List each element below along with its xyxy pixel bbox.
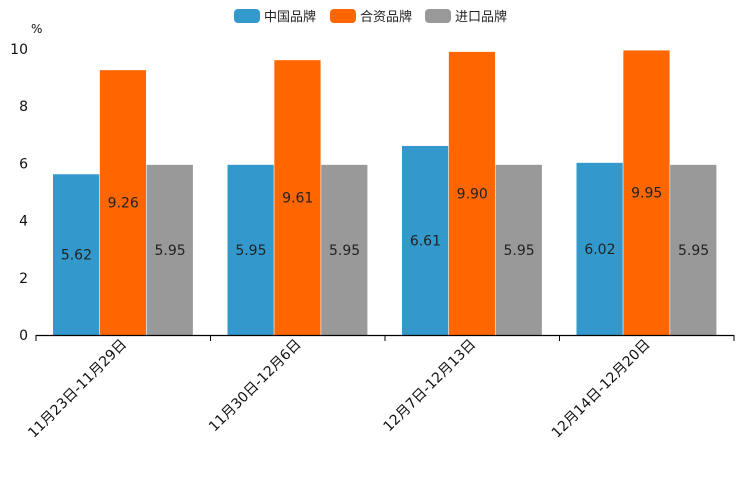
bar: [576, 162, 623, 335]
bar: [402, 145, 449, 335]
legend-swatch-1: [330, 9, 356, 23]
legend-label-0: 中国品牌: [264, 9, 316, 25]
bar: [623, 50, 670, 336]
y-axis: 0 2 4 6 8 10: [10, 42, 28, 344]
y-tick-label: 6: [19, 156, 28, 172]
bar: [146, 164, 193, 335]
bar-value-label: 5.95: [329, 243, 360, 259]
bar-value-label: 9.90: [457, 186, 488, 202]
bar-value-label: 5.62: [61, 248, 92, 264]
x-category-label: 11月30日-12月6日: [206, 337, 305, 436]
y-tick-label: 8: [19, 99, 28, 115]
bar: [53, 174, 100, 335]
bars: 5.62 9.26 5.95 5.95 9.61 5.95 6.61 9.90 5.95 6.02…: [53, 50, 717, 336]
bar: [321, 164, 368, 335]
x-category-label: 12月14日-12月20日: [549, 337, 654, 442]
x-category-label: 11月23日-11月29日: [25, 337, 130, 442]
x-axis: 11月23日-11月29日 11月30日-12月6日 12月7日-12月13日 12月…: [25, 334, 735, 442]
legend-label-1: 合资品牌: [360, 9, 412, 25]
bar-value-label: 5.95: [503, 243, 534, 259]
bar-value-label: 5.95: [678, 243, 709, 259]
bar-value-label: 5.95: [154, 243, 185, 259]
bar-value-label: 9.61: [282, 191, 313, 207]
legend-swatch-0: [234, 9, 260, 23]
bar-value-label: 9.95: [631, 186, 662, 202]
y-tick-label: 2: [19, 271, 28, 287]
bar: [670, 164, 717, 335]
y-tick-label: 10: [10, 42, 28, 58]
bar: [99, 70, 147, 335]
bar: [227, 164, 274, 335]
bar-value-label: 5.95: [235, 243, 266, 259]
legend: 中国品牌 合资品牌 进口品牌: [234, 9, 507, 25]
bar: [495, 164, 542, 335]
y-tick-label: 4: [19, 214, 28, 230]
bar: [274, 60, 321, 336]
bar: [448, 51, 496, 336]
y-axis-unit: %: [31, 22, 42, 36]
bar-value-label: 6.61: [410, 233, 441, 249]
legend-label-2: 进口品牌: [455, 9, 507, 25]
bar-value-label: 6.02: [584, 242, 615, 258]
legend-swatch-2: [425, 9, 451, 23]
y-tick-label: 0: [19, 328, 28, 344]
bar-value-label: 9.26: [108, 196, 139, 212]
x-category-label: 12月7日-12月13日: [381, 337, 480, 436]
